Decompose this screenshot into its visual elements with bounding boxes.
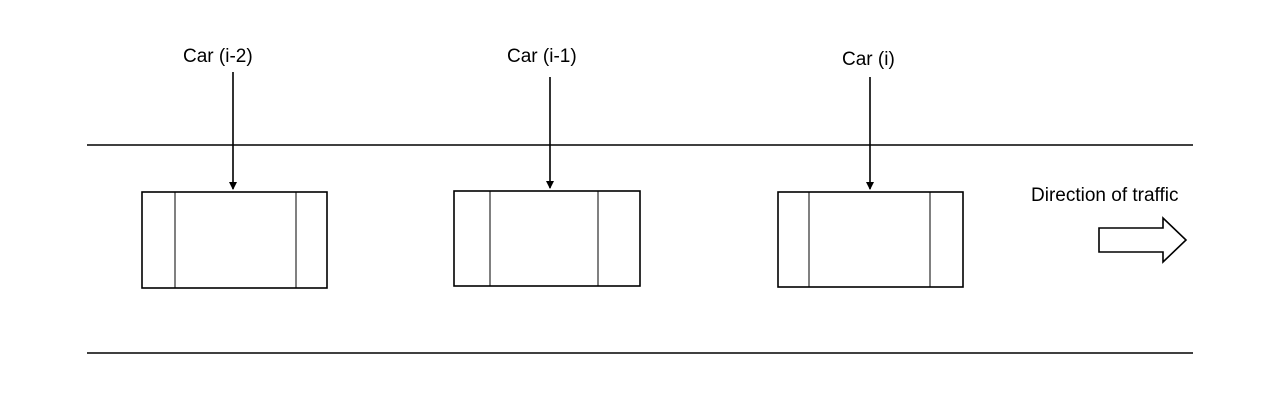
car-i [777,77,964,288]
car-label-i-minus-1: Car (i-1) [507,46,577,67]
car-body [453,190,641,287]
direction-of-traffic-label: Direction of traffic [1031,185,1179,206]
car-i-minus-2 [141,72,328,289]
car-label-i-minus-2: Car (i-2) [183,46,253,67]
car-i-minus-1 [453,77,641,287]
car-label-i: Car (i) [842,49,895,70]
right-arrow-icon [1098,216,1188,264]
car-body [141,191,328,289]
car-body [777,191,964,288]
